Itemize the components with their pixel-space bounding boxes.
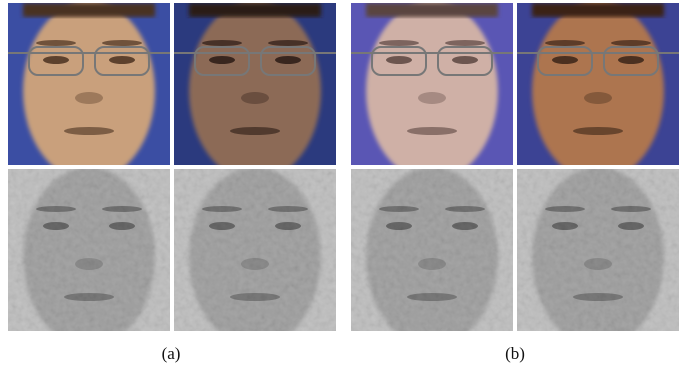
brow	[545, 206, 585, 212]
face	[532, 167, 664, 347]
face	[366, 1, 498, 181]
eye	[43, 222, 69, 230]
face-photo	[8, 1, 170, 181]
hair	[366, 3, 498, 17]
eye	[209, 56, 235, 64]
eye	[386, 56, 412, 64]
brow	[445, 206, 485, 212]
brow	[202, 206, 242, 212]
brow	[379, 40, 419, 46]
face	[189, 167, 321, 347]
eye	[552, 222, 578, 230]
feature-map	[174, 167, 336, 347]
face	[189, 1, 321, 181]
brow	[36, 40, 76, 46]
mouth	[230, 127, 280, 135]
feature-map	[517, 167, 679, 347]
brow	[611, 206, 651, 212]
face	[23, 167, 155, 347]
mouth	[407, 293, 457, 301]
brow	[202, 40, 242, 46]
feature-map	[8, 167, 170, 347]
photo-content	[517, 1, 679, 181]
page: (a) (b) (() => { const data = JSON.parse…	[0, 0, 688, 368]
hair	[532, 3, 664, 17]
hair	[189, 3, 321, 17]
brow	[379, 206, 419, 212]
eye	[275, 222, 301, 230]
nose	[584, 258, 612, 270]
mouth	[573, 293, 623, 301]
nose	[75, 92, 103, 104]
panel-label: (b)	[505, 344, 525, 363]
face	[23, 1, 155, 181]
face	[532, 1, 664, 181]
face-photo	[351, 1, 513, 181]
eye	[109, 56, 135, 64]
mouth	[407, 127, 457, 135]
eye	[43, 56, 69, 64]
eye	[618, 56, 644, 64]
figure: (a) (b)	[0, 0, 688, 368]
nose	[241, 258, 269, 270]
hair	[23, 3, 155, 17]
map-content	[8, 167, 170, 347]
feature-map	[351, 167, 513, 347]
photo-content	[8, 1, 170, 181]
map-content	[174, 167, 336, 347]
brow	[611, 40, 651, 46]
brow	[102, 206, 142, 212]
mouth	[230, 293, 280, 301]
eye	[109, 222, 135, 230]
face	[366, 167, 498, 347]
eye	[386, 222, 412, 230]
face-photo	[174, 1, 336, 181]
brow	[102, 40, 142, 46]
face-photo	[517, 1, 679, 181]
eye	[452, 56, 478, 64]
mouth	[64, 293, 114, 301]
nose	[418, 92, 446, 104]
brow	[268, 206, 308, 212]
brow	[445, 40, 485, 46]
mouth	[64, 127, 114, 135]
eye	[209, 222, 235, 230]
brow	[268, 40, 308, 46]
map-content	[351, 167, 513, 347]
nose	[241, 92, 269, 104]
mouth	[573, 127, 623, 135]
eye	[452, 222, 478, 230]
nose	[75, 258, 103, 270]
panel-label: (a)	[162, 344, 181, 363]
photo-content	[174, 1, 336, 181]
eye	[552, 56, 578, 64]
eye	[275, 56, 301, 64]
brow	[545, 40, 585, 46]
nose	[418, 258, 446, 270]
nose	[584, 92, 612, 104]
photo-content	[351, 1, 513, 181]
eye	[618, 222, 644, 230]
map-content	[517, 167, 679, 347]
brow	[36, 206, 76, 212]
